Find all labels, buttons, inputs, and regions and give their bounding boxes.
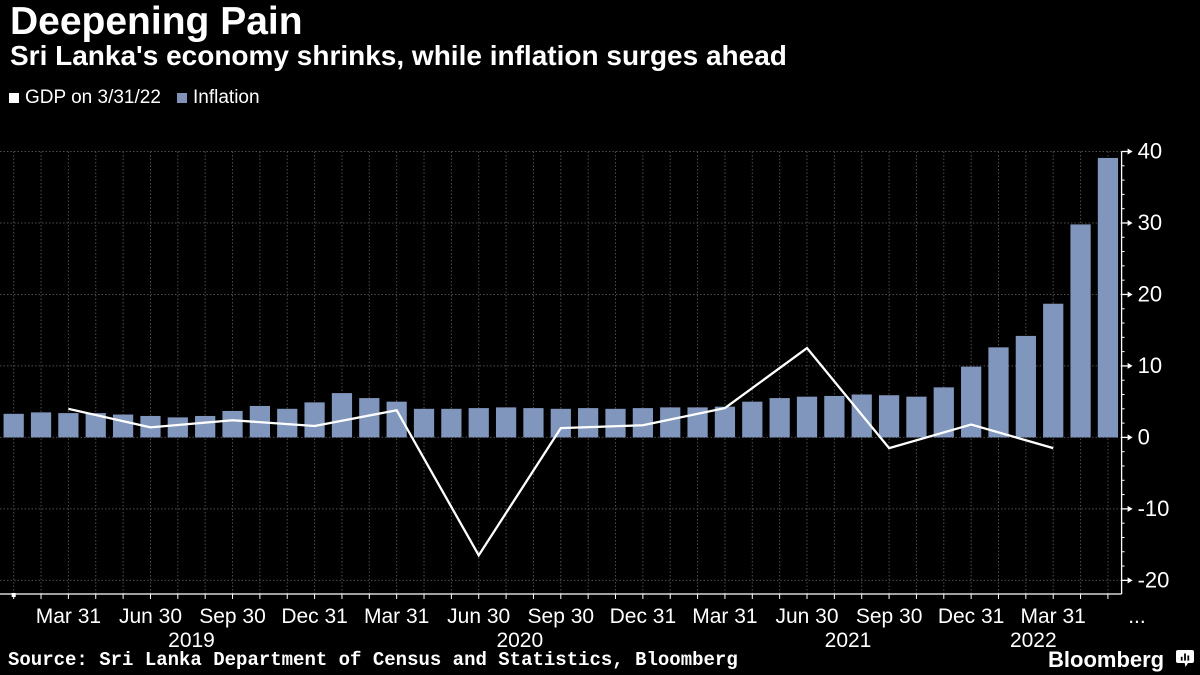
svg-text:40: 40 bbox=[1138, 139, 1162, 164]
svg-text:20: 20 bbox=[1138, 281, 1162, 306]
svg-text:10: 10 bbox=[1138, 353, 1162, 378]
svg-text:30: 30 bbox=[1138, 210, 1162, 235]
svg-text:-20: -20 bbox=[1138, 567, 1170, 592]
svg-text:0: 0 bbox=[1138, 424, 1150, 449]
svg-text:-10: -10 bbox=[1138, 496, 1170, 521]
